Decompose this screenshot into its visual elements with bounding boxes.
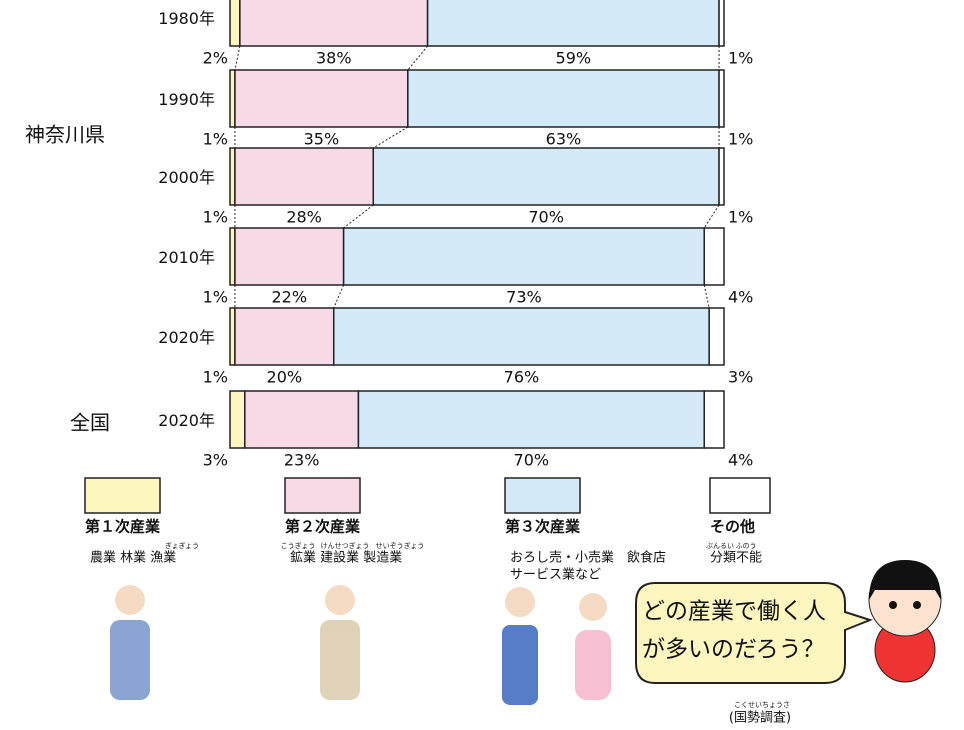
ruby: けんせつぎょう (321, 541, 370, 550)
ruby: こうぎょう (281, 541, 316, 550)
bar-segment (235, 228, 344, 285)
legend-label: 第３次産業 (505, 518, 581, 536)
legend-swatch (710, 478, 770, 513)
connector-line (704, 205, 719, 228)
bar-segment (344, 228, 705, 285)
value-label: 73% (506, 288, 542, 307)
bar-segment (240, 0, 428, 46)
value-label: 63% (546, 130, 582, 149)
source-ruby: こくせいちょうさ (734, 701, 790, 709)
bar-segment (235, 148, 373, 205)
connector-line (235, 46, 240, 70)
legend-label: 第２次産業 (285, 518, 361, 536)
value-label: 1% (203, 208, 228, 227)
legend-swatch (285, 478, 360, 513)
value-label: 23% (284, 451, 320, 470)
people-illustrations (110, 585, 611, 705)
connector-line (334, 285, 344, 308)
value-label: 1% (728, 49, 753, 68)
legend-swatch (505, 478, 580, 513)
value-label: 1% (728, 208, 753, 227)
value-label: 3% (203, 451, 228, 470)
value-label: 20% (267, 368, 303, 387)
legend-swatch (85, 478, 160, 513)
connector-line (408, 46, 428, 70)
value-label: 59% (556, 49, 592, 68)
bar-segment (373, 148, 719, 205)
bar-segment (334, 308, 709, 365)
bar-segment (235, 70, 408, 127)
bar-segment (230, 391, 245, 448)
value-label: 22% (271, 288, 307, 307)
legend-label: その他 (710, 518, 755, 536)
bubble-text: どの産業で働く人 (642, 599, 826, 625)
value-label: 1% (203, 130, 228, 149)
bar-segment (408, 70, 719, 127)
bar-segment (230, 0, 240, 46)
ruby: ぶんるい (706, 542, 734, 550)
ruby: ふのう (736, 542, 757, 550)
bar-segment (428, 0, 719, 46)
value-label: 1% (728, 130, 753, 149)
category-label: 2020年 (158, 411, 215, 430)
value-label: 70% (514, 451, 550, 470)
legend-detail: 鉱業 建設業 製造業 (290, 550, 402, 566)
bar-segment (719, 148, 724, 205)
bar-segment (358, 391, 704, 448)
connector-line (344, 205, 374, 228)
value-label: 4% (728, 288, 753, 307)
bar-segment (235, 308, 334, 365)
legend-detail: サービス業など (510, 567, 601, 583)
bar-segment (245, 391, 359, 448)
legend-detail: おろし売・小売業 飲食店 (510, 550, 666, 566)
connector-line (704, 285, 709, 308)
value-label: 38% (316, 49, 352, 68)
category-label: 1990年 (158, 90, 215, 109)
legend-detail: 農業 林業 漁業 (90, 550, 176, 566)
legend-label: 第１次産業 (85, 518, 161, 536)
category-label: 2000年 (158, 168, 215, 187)
bar-segment (704, 228, 724, 285)
bar-segment (704, 391, 724, 448)
value-label: 2% (203, 49, 228, 68)
value-label: 1% (203, 368, 228, 387)
ruby: ぎょぎょう (165, 541, 199, 550)
group-label: 神奈川県 (25, 123, 105, 147)
category-label: 2010年 (158, 248, 215, 267)
value-label: 28% (286, 208, 322, 227)
category-label: 2020年 (158, 328, 215, 347)
value-label: 76% (504, 368, 540, 387)
bar-segment (719, 70, 724, 127)
bar-segment (709, 308, 724, 365)
legend-detail: 分類不能 (710, 551, 762, 566)
girl-illustration (869, 560, 941, 682)
category-label: 1980年 (158, 9, 215, 28)
bar-segment (719, 0, 724, 46)
group-label: 全国 (70, 411, 110, 435)
ruby: せいぞうぎょう (376, 541, 425, 550)
chart: 1980年 2% 38% 59% 1% 1990年 1% 35% 63% 1% 2000年 1% 28%… (0, 0, 964, 730)
bubble-text: が多いのだろう？ (642, 637, 825, 663)
value-label: 70% (528, 208, 564, 227)
value-label: 3% (728, 368, 753, 387)
value-label: 35% (304, 130, 340, 149)
connector-line (373, 127, 408, 148)
value-label: 1% (203, 288, 228, 307)
source: (国勢調査) (729, 711, 791, 726)
value-label: 4% (728, 451, 753, 470)
